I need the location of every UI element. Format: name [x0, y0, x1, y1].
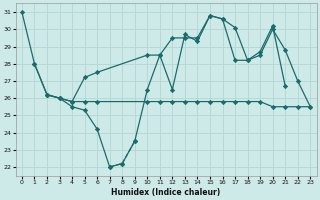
X-axis label: Humidex (Indice chaleur): Humidex (Indice chaleur) — [111, 188, 221, 197]
